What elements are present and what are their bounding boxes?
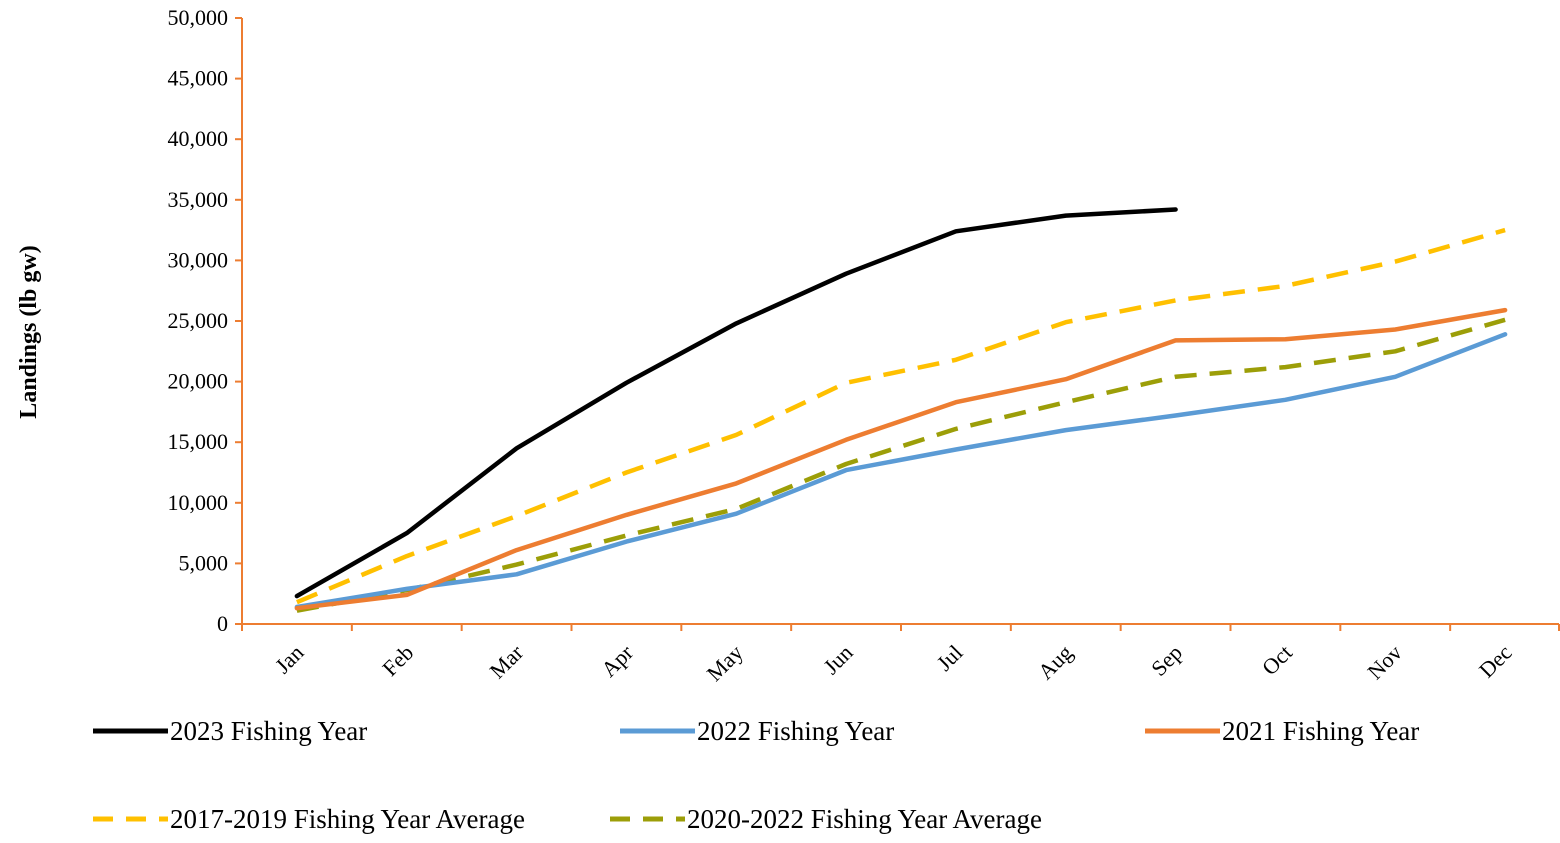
x-tick-label: Jun (818, 640, 857, 679)
x-tick-label: Jul (932, 640, 968, 676)
series-line-3 (296, 227, 1506, 605)
axes: 0 5,000 10,000 15,000 20,000 25,000 30,000 35,0… (168, 5, 1560, 686)
legend-label: 2020-2022 Fishing Year Average (687, 804, 1042, 834)
series-line-2 (294, 307, 1508, 611)
y-tick-label: 25,000 (168, 308, 229, 333)
y-tick-label: 5,000 (179, 550, 229, 575)
series-line-0 (294, 207, 1178, 599)
y-tick-label: 15,000 (168, 429, 229, 454)
legend: 2023 Fishing Year 2022 Fishing Year 2021 F… (93, 716, 1419, 834)
y-tick-label: 40,000 (168, 126, 229, 151)
x-tick-label: Mar (485, 639, 529, 683)
y-tick-label: 20,000 (168, 369, 229, 394)
x-tick-label: Jan (270, 640, 308, 678)
y-tick-label: 45,000 (168, 66, 229, 91)
y-axis-title: Landings (lb gw) (16, 245, 42, 418)
y-tick-label: 35,000 (168, 187, 229, 212)
x-tick-label: Apr (596, 639, 638, 681)
legend-label: 2021 Fishing Year (1222, 716, 1419, 746)
x-tick-label: Dec (1474, 640, 1517, 683)
series-line-1 (294, 332, 1508, 610)
legend-label: 2023 Fishing Year (170, 716, 367, 746)
x-tick-label: Nov (1362, 640, 1406, 684)
x-tick-label: Aug (1033, 640, 1077, 684)
y-tick-label: 50,000 (168, 5, 229, 30)
x-tick-label: Feb (377, 640, 418, 681)
y-tick-label: 0 (217, 611, 228, 636)
x-tick-label: May (702, 640, 748, 686)
x-tick-label: Sep (1146, 640, 1187, 681)
plot-area (294, 207, 1508, 613)
legend-label: 2017-2019 Fishing Year Average (170, 804, 525, 834)
y-tick-label: 10,000 (168, 490, 229, 515)
y-tick-label: 30,000 (168, 247, 229, 272)
x-tick-label: Oct (1257, 640, 1297, 680)
legend-label: 2022 Fishing Year (697, 716, 894, 746)
